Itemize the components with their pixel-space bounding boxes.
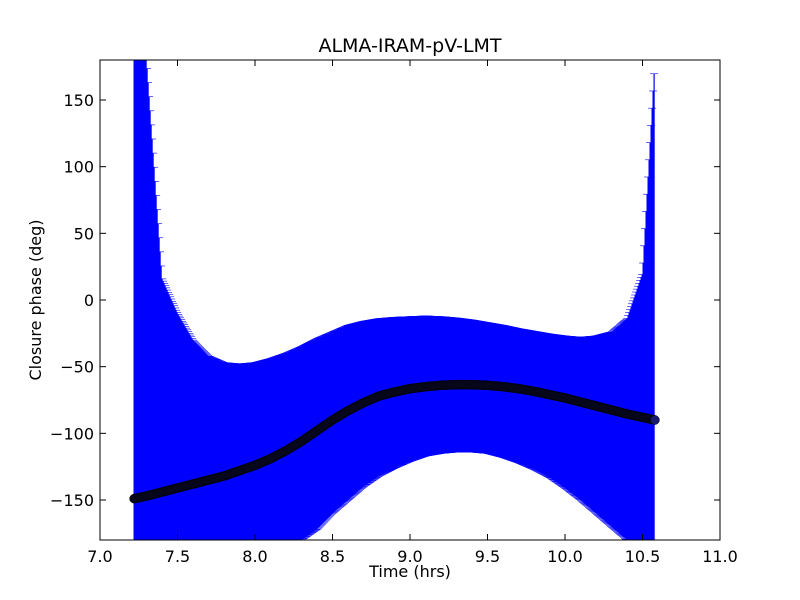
- y-tick-label: 150: [63, 91, 94, 110]
- x-tick-label: 11.0: [702, 547, 738, 566]
- plot-area: [129, 60, 660, 540]
- y-tick-label: 100: [63, 158, 94, 177]
- y-axis-ticks: −150 −100 −50 0 50 100 150: [50, 91, 720, 510]
- y-tick-label: 50: [74, 224, 94, 243]
- y-tick-label: −50: [60, 358, 94, 377]
- data-point: [650, 415, 660, 425]
- y-tick-label: −150: [50, 491, 94, 510]
- x-tick-label: 8.5: [320, 547, 345, 566]
- chart-title: ALMA-IRAM-pV-LMT: [318, 35, 501, 57]
- x-tick-label: 9.5: [475, 547, 500, 566]
- x-tick-label: 7.0: [87, 547, 112, 566]
- x-tick-label: 9.0: [397, 547, 422, 566]
- x-tick-label: 8.0: [242, 547, 267, 566]
- x-axis-ticks: 7.0 7.5 8.0 8.5 9.0 9.5 10.0 10.5 11.0: [87, 60, 738, 566]
- x-tick-label: 10.0: [547, 547, 583, 566]
- x-tick-label: 7.5: [165, 547, 190, 566]
- y-axis-label: Closure phase (deg): [26, 219, 45, 380]
- data-points: [129, 379, 660, 504]
- x-tick-label: 10.5: [625, 547, 661, 566]
- error-band: [130, 60, 659, 540]
- x-axis-label: Time (hrs): [368, 562, 451, 581]
- y-tick-label: −100: [50, 424, 94, 443]
- y-tick-label: 0: [84, 291, 94, 310]
